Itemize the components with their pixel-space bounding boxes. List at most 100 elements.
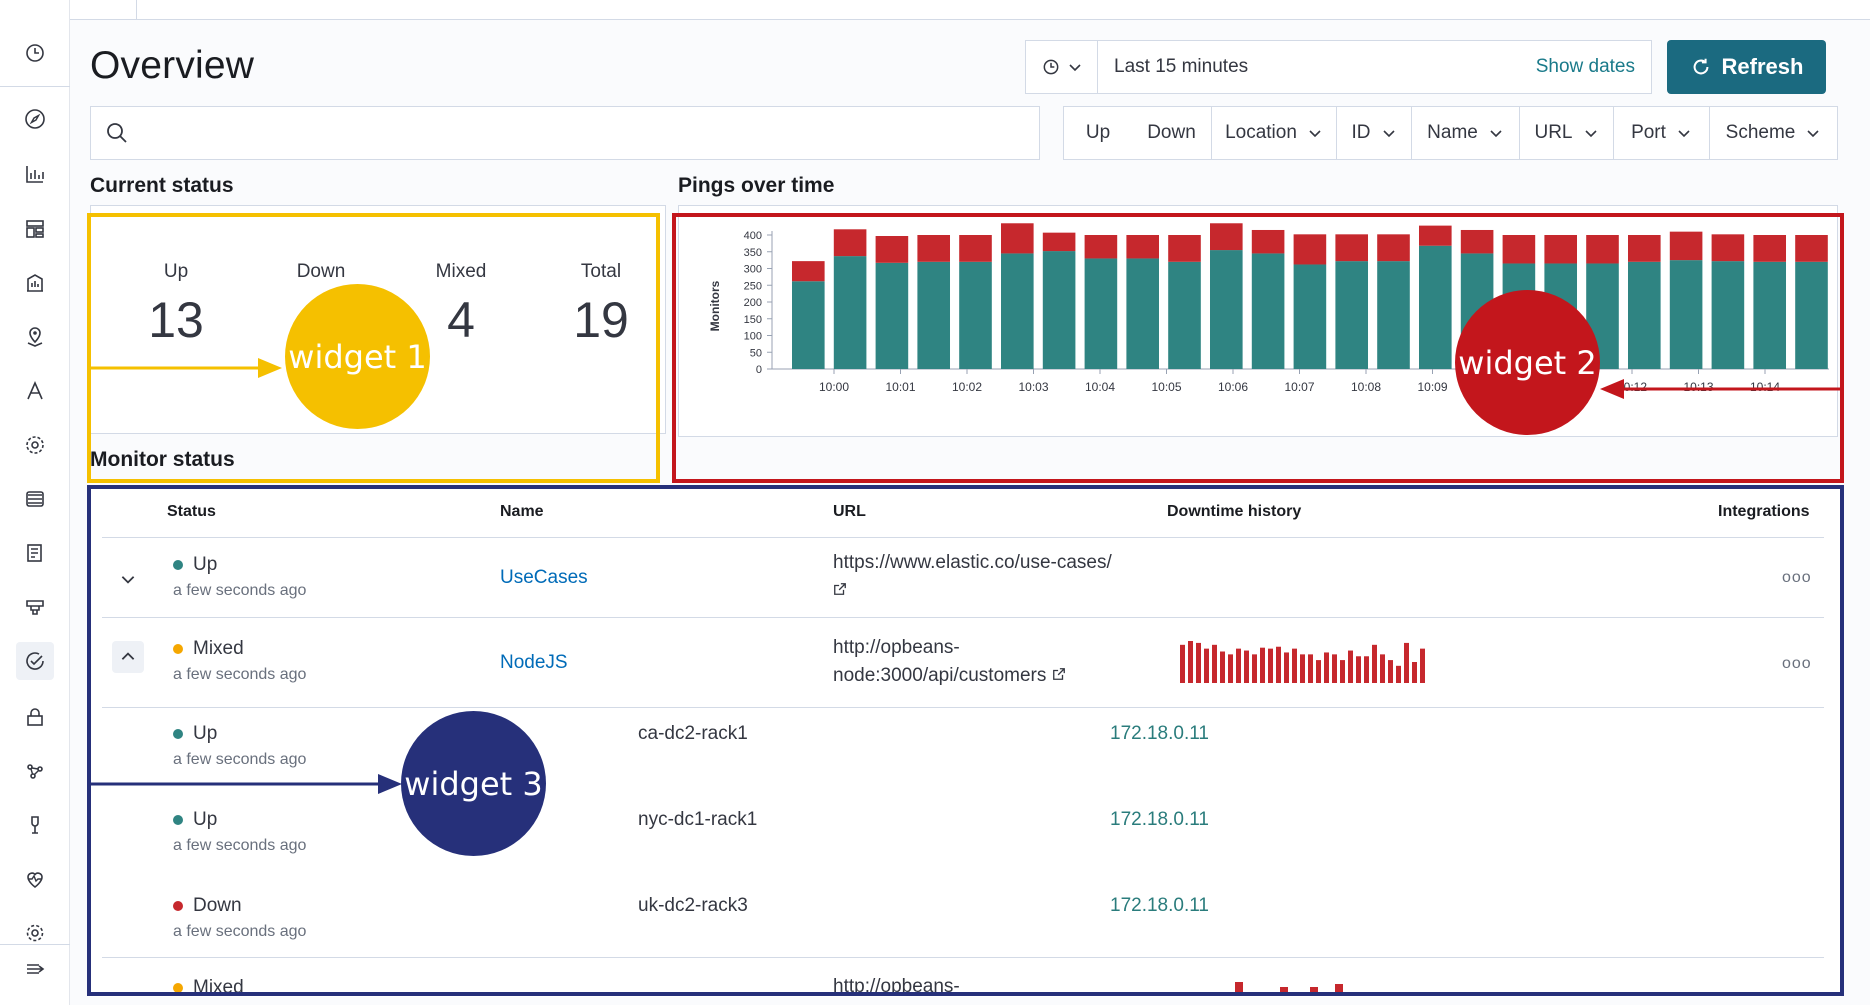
bar-up xyxy=(792,281,825,369)
downtime-bar xyxy=(1340,660,1345,683)
collapse-row-button[interactable] xyxy=(112,641,144,673)
bar-up xyxy=(1669,260,1703,369)
collapse-nav-icon[interactable] xyxy=(16,950,54,988)
col-integrations-header: Integrations xyxy=(1718,503,1810,520)
bar-down xyxy=(1669,231,1703,261)
bar-down xyxy=(1001,223,1034,254)
lock-icon[interactable] xyxy=(16,698,54,736)
monitor-url-link[interactable]: https://www.elastic.co/use-cases/ xyxy=(833,549,1112,605)
col-name-header[interactable]: Name xyxy=(500,503,544,520)
uptime-icon[interactable] xyxy=(16,642,54,680)
side-nav xyxy=(0,0,70,1005)
monitor-name-link[interactable]: NodeJS xyxy=(500,652,568,673)
col-url-header[interactable]: URL xyxy=(833,503,866,520)
date-picker[interactable]: Last 15 minutes Show dates xyxy=(1025,40,1652,94)
bar-up xyxy=(875,262,909,369)
bar-up xyxy=(1168,261,1201,369)
location-status: Up a few seconds ago xyxy=(173,723,306,769)
siem-icon[interactable] xyxy=(16,588,54,626)
x-tick-label: 10:14 xyxy=(1750,380,1780,394)
dev-tools-icon[interactable] xyxy=(16,806,54,844)
widget1-bubble: widget 1 xyxy=(285,284,430,429)
recent-clock-icon[interactable] xyxy=(16,34,54,72)
bar-up xyxy=(1377,261,1410,369)
status-timestamp: a few seconds ago xyxy=(173,923,307,940)
filter-id-button[interactable]: ID xyxy=(1337,107,1412,159)
bar-down xyxy=(1293,234,1327,265)
monitor-url-link[interactable]: http://opbeans- xyxy=(833,973,960,997)
quick-menu-button[interactable] xyxy=(1026,41,1098,93)
visualize-icon[interactable] xyxy=(16,155,54,193)
monitor-url-link[interactable]: http://opbeans- node:3000/api/customers xyxy=(833,634,1066,690)
x-tick-label: 10:12 xyxy=(1617,380,1647,394)
expand-row-button[interactable] xyxy=(112,563,144,595)
maps-icon[interactable] xyxy=(16,318,54,356)
x-tick-label: 10:06 xyxy=(1218,380,1248,394)
date-range-label[interactable]: Last 15 minutes xyxy=(1114,56,1249,77)
status-dot-up xyxy=(173,729,183,739)
filter-url-button[interactable]: URL xyxy=(1520,107,1614,159)
y-tick-label: 250 xyxy=(744,280,762,292)
filter-name-button[interactable]: Name xyxy=(1412,107,1520,159)
widget3-bubble: widget 3 xyxy=(401,711,546,856)
chevron-down-icon xyxy=(1382,130,1395,138)
bar-down xyxy=(917,235,951,262)
stat-down-label: Down xyxy=(296,261,346,282)
widget1-frame xyxy=(87,213,660,483)
downtime-bar xyxy=(1300,654,1305,683)
discover-compass-icon[interactable] xyxy=(16,100,54,138)
widget2-bubble: widget 2 xyxy=(1455,290,1600,435)
graph-icon[interactable] xyxy=(16,752,54,790)
page-title: Overview xyxy=(90,44,255,87)
refresh-label: Refresh xyxy=(1721,54,1804,79)
col-status-header[interactable]: Status xyxy=(167,503,216,520)
downtime-bar xyxy=(1388,660,1393,683)
bar-up xyxy=(917,261,951,369)
management-gear-icon[interactable] xyxy=(16,914,54,952)
ml-icon[interactable] xyxy=(16,372,54,410)
downtime-bar xyxy=(1412,662,1417,683)
stat-total-label: Total xyxy=(580,261,622,282)
monitoring-heart-icon[interactable] xyxy=(16,860,54,898)
y-tick-label: 50 xyxy=(750,347,762,359)
downtime-bar xyxy=(1228,654,1233,683)
downtime-bar xyxy=(1260,647,1265,683)
x-tick-label: 10:07 xyxy=(1284,380,1314,394)
filter-location-button[interactable]: Location xyxy=(1212,107,1337,159)
bar-down xyxy=(1335,234,1369,262)
search-input[interactable] xyxy=(90,106,1040,160)
bar-down xyxy=(1711,234,1745,262)
show-dates-link[interactable]: Show dates xyxy=(1535,56,1635,77)
canvas-icon[interactable] xyxy=(16,264,54,302)
filter-up-button[interactable]: Up xyxy=(1085,122,1111,143)
status-text: Up xyxy=(193,554,218,575)
logs-icon[interactable] xyxy=(16,480,54,518)
bar-down xyxy=(1126,235,1160,259)
integrations-menu-button[interactable]: ooo xyxy=(1782,569,1812,586)
current-status-panel: Up 13 Down Mixed 4 Total 19 xyxy=(90,205,666,434)
chevron-down-icon xyxy=(1807,130,1819,138)
filter-port-button[interactable]: Port xyxy=(1614,107,1710,159)
col-downtime-header: Downtime history xyxy=(1167,503,1302,520)
downtime-bar xyxy=(1332,654,1337,683)
current-status-title: Current status xyxy=(90,174,234,197)
filter-scheme-button[interactable]: Scheme xyxy=(1710,107,1837,159)
location-status: Up a few seconds ago xyxy=(173,809,306,855)
url-line: node:3000/api/customers xyxy=(833,665,1047,686)
dashboard-icon[interactable] xyxy=(16,210,54,248)
downtime-bar xyxy=(1252,654,1257,683)
refresh-button[interactable]: Refresh xyxy=(1667,40,1826,94)
bar-down xyxy=(1377,234,1410,262)
bar-up xyxy=(1001,253,1034,369)
chevron-down-icon xyxy=(1678,130,1690,138)
y-axis-label: Monitors xyxy=(708,280,722,331)
apm-icon[interactable] xyxy=(16,534,54,572)
downtime-bar xyxy=(1308,654,1313,683)
monitor-name-link[interactable]: UseCases xyxy=(500,567,588,588)
bar-down xyxy=(1419,225,1452,246)
partial-downtime-bar xyxy=(1335,984,1343,994)
filter-down-button[interactable]: Down xyxy=(1132,107,1212,159)
bar-down xyxy=(1084,235,1118,259)
integrations-menu-button[interactable]: ooo xyxy=(1782,655,1812,672)
infrastructure-icon[interactable] xyxy=(16,426,54,464)
